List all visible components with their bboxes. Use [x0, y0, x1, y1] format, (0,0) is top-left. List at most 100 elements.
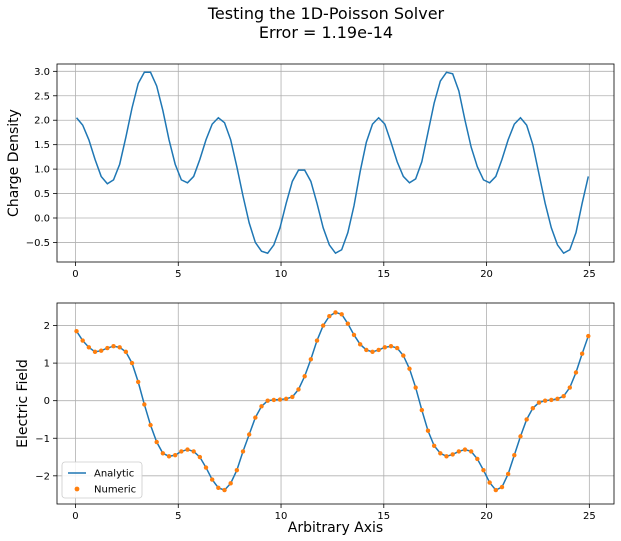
charge-density-line [75, 71, 590, 255]
x-tick-label: 15 [377, 511, 390, 522]
y-tick-label: 1.0 [34, 165, 50, 176]
numeric-point [302, 374, 307, 379]
axes-frame [56, 302, 615, 505]
y-tick-label: 1.5 [34, 140, 50, 151]
y-axis-label: Charge Density [6, 109, 22, 217]
numeric-point [216, 485, 221, 491]
numeric-point [549, 397, 554, 403]
numeric-point [283, 396, 289, 402]
x-tick-label: 10 [275, 269, 288, 280]
numeric-point [475, 456, 480, 462]
numeric-point [117, 345, 122, 350]
numeric-point [271, 397, 277, 403]
numeric-point [456, 449, 462, 454]
numeric-point [253, 415, 258, 420]
numeric-point [425, 428, 431, 433]
y-tick-label: 0.0 [34, 214, 50, 225]
charge-density-plot: 0 5 10 15 20 25 −0.5 0.0 0.5 1.0 1.5 2.0 2.5 3.0 Charg… [6, 63, 615, 280]
numeric-point [240, 449, 246, 454]
numeric-point [394, 345, 400, 351]
numeric-point [388, 344, 394, 349]
y-tick-label: 1 [44, 359, 50, 370]
numeric-point [376, 347, 381, 353]
numeric-point [493, 487, 499, 493]
numeric-point [327, 313, 332, 319]
numeric-point [536, 400, 542, 405]
numeric-point [172, 452, 178, 458]
y-tick-label: −0.5 [26, 238, 50, 249]
analytic-line [75, 311, 590, 492]
figure-subtitle: Error = 1.19e-14 [259, 23, 393, 42]
numeric-point [579, 351, 585, 356]
numeric-point [419, 407, 425, 413]
numeric-point [74, 328, 79, 334]
numeric-point [512, 452, 517, 458]
numeric-point [333, 310, 338, 315]
numeric-point [339, 312, 344, 317]
y-tick-label: 2.5 [34, 91, 50, 102]
legend-numeric-label: Numeric [94, 485, 136, 496]
x-tick-label: 5 [175, 269, 181, 280]
numeric-point [154, 439, 159, 445]
y-axis-label: Electric Field [15, 359, 31, 448]
numeric-point [265, 398, 270, 403]
numeric-point [505, 471, 511, 477]
numeric-point [259, 404, 264, 409]
numeric-point [203, 465, 209, 470]
numeric-point [351, 332, 357, 338]
y-tick-label: 0 [44, 396, 50, 407]
numeric-point [567, 385, 573, 390]
y-tick-label: −2 [35, 471, 50, 482]
x-tick-label: 0 [72, 511, 78, 522]
numeric-point [92, 349, 98, 355]
x-axis-label: Arbitrary Axis [288, 520, 383, 536]
numeric-point [364, 347, 369, 353]
numeric-point [228, 481, 233, 486]
numeric-point [357, 342, 363, 347]
numeric-point [277, 397, 283, 402]
electric-field-plot: 0 5 10 15 20 25 −2 −1 0 1 2 Electric Field Arbitrary… [15, 302, 615, 536]
numeric-point [462, 447, 468, 452]
x-tick-label: 20 [480, 511, 493, 522]
figure-title: Testing the 1D-Poisson Solver [207, 4, 445, 23]
numeric-point [290, 394, 295, 400]
numeric-point [129, 360, 135, 366]
y-tick-label: 3.0 [34, 67, 50, 78]
numeric-point [160, 451, 166, 456]
numeric-point [370, 349, 375, 355]
numeric-point [530, 405, 536, 411]
numeric-point [123, 349, 129, 355]
numeric-point [86, 345, 92, 350]
x-tick-label: 25 [583, 511, 596, 522]
numeric-point [487, 480, 492, 485]
x-tick-label: 15 [377, 269, 390, 280]
numeric-point [524, 417, 529, 422]
axes-frame [56, 63, 615, 263]
numeric-point [296, 387, 301, 392]
numeric-point [234, 467, 240, 473]
numeric-point [185, 447, 190, 452]
numeric-point [314, 338, 320, 343]
legend-analytic-label: Analytic [94, 469, 134, 480]
numeric-point [407, 366, 412, 371]
numeric-point [166, 454, 172, 459]
numeric-point [197, 454, 203, 460]
numeric-point [98, 348, 104, 353]
legend-box [61, 461, 143, 499]
y-tick-label: −1 [35, 434, 50, 445]
numeric-point [209, 477, 215, 482]
numeric-point [518, 434, 523, 439]
numeric-point [499, 484, 505, 490]
numeric-point [111, 344, 116, 349]
legend-numeric-swatch [74, 486, 80, 492]
legend: Analytic Numeric [61, 461, 143, 499]
numeric-point [468, 449, 474, 454]
y-tick-label: 0.5 [34, 189, 50, 200]
numeric-point [542, 398, 548, 403]
x-tick-label: 10 [275, 511, 288, 522]
numeric-point [191, 449, 196, 454]
x-tick-label: 0 [72, 269, 78, 280]
y-tick-label: 2 [44, 321, 50, 332]
numeric-point [105, 345, 110, 351]
